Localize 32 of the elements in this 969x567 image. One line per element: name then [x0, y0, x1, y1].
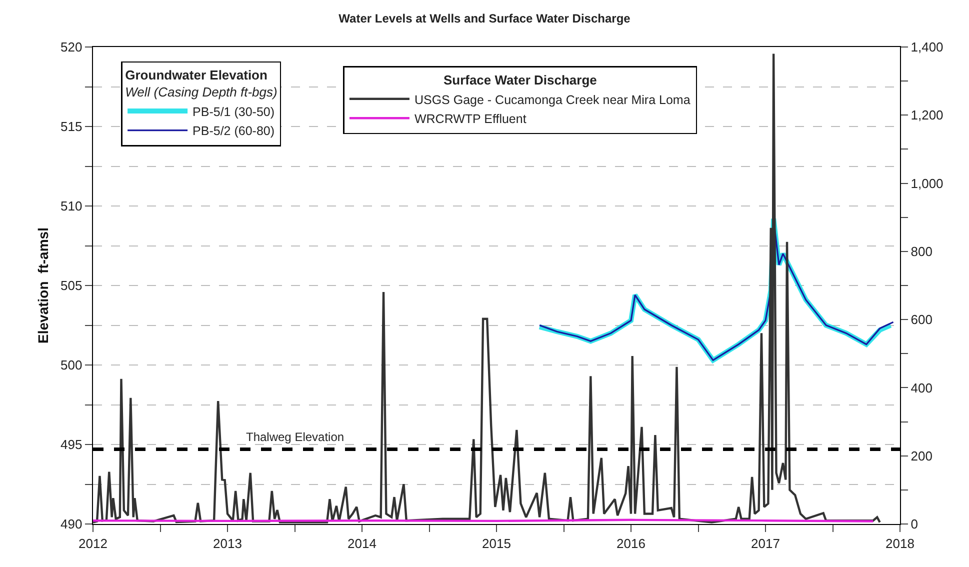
y-tick-label: 505 [60, 278, 82, 294]
x-tick-label: 2012 [78, 536, 108, 551]
x-tick-label: 2015 [482, 536, 511, 551]
x-tick-label: 2017 [751, 536, 780, 551]
text: Groundwater Elevation Well (Casing Depth ft-bgs) [125, 68, 278, 100]
legend-label: PB-5/2 (60-80) [192, 124, 275, 138]
line-series [93, 52, 881, 524]
y-axis-title: Elevation ft-amsl [35, 228, 52, 344]
y2-tick-label: 1,400 [910, 40, 944, 55]
y-tick-label: 500 [60, 358, 82, 373]
y2-tick-label: 800 [910, 244, 932, 259]
legend-label: PB-5/1 (30-50) [192, 104, 275, 119]
y-tick-label: 495 [60, 437, 82, 452]
chart-title: Water Levels at Wells and Surface Water Discharge [338, 12, 631, 26]
y-tick-label: 515 [60, 119, 82, 134]
y-tick-label: 520 [60, 40, 82, 55]
y2-tick-label: 1,200 [910, 108, 944, 123]
y2-tick-label: 1,000 [910, 176, 944, 191]
legend-label: USGS Gage - Cucamonga Creek near Mira Loma [414, 92, 690, 107]
x-tick-label: 2018 [886, 536, 914, 551]
x-tick-label: 2013 [213, 536, 242, 551]
ref-line-label: Thalweg Elevation [246, 430, 344, 444]
y2-tick-label: 400 [910, 380, 932, 396]
y-tick-label: 510 [60, 198, 82, 214]
x-tick-label: 2016 [616, 536, 646, 551]
y-tick-label: 490 [60, 516, 82, 532]
x-tick-label: 2014 [348, 536, 376, 551]
y2-tick-label: 200 [910, 448, 932, 464]
y2-tick-label: 600 [910, 312, 932, 328]
text: Surface Water Discharge [443, 72, 597, 88]
legend-label: WRCRWTP Effluent [414, 112, 527, 126]
y2-tick-label: 0 [910, 516, 918, 532]
